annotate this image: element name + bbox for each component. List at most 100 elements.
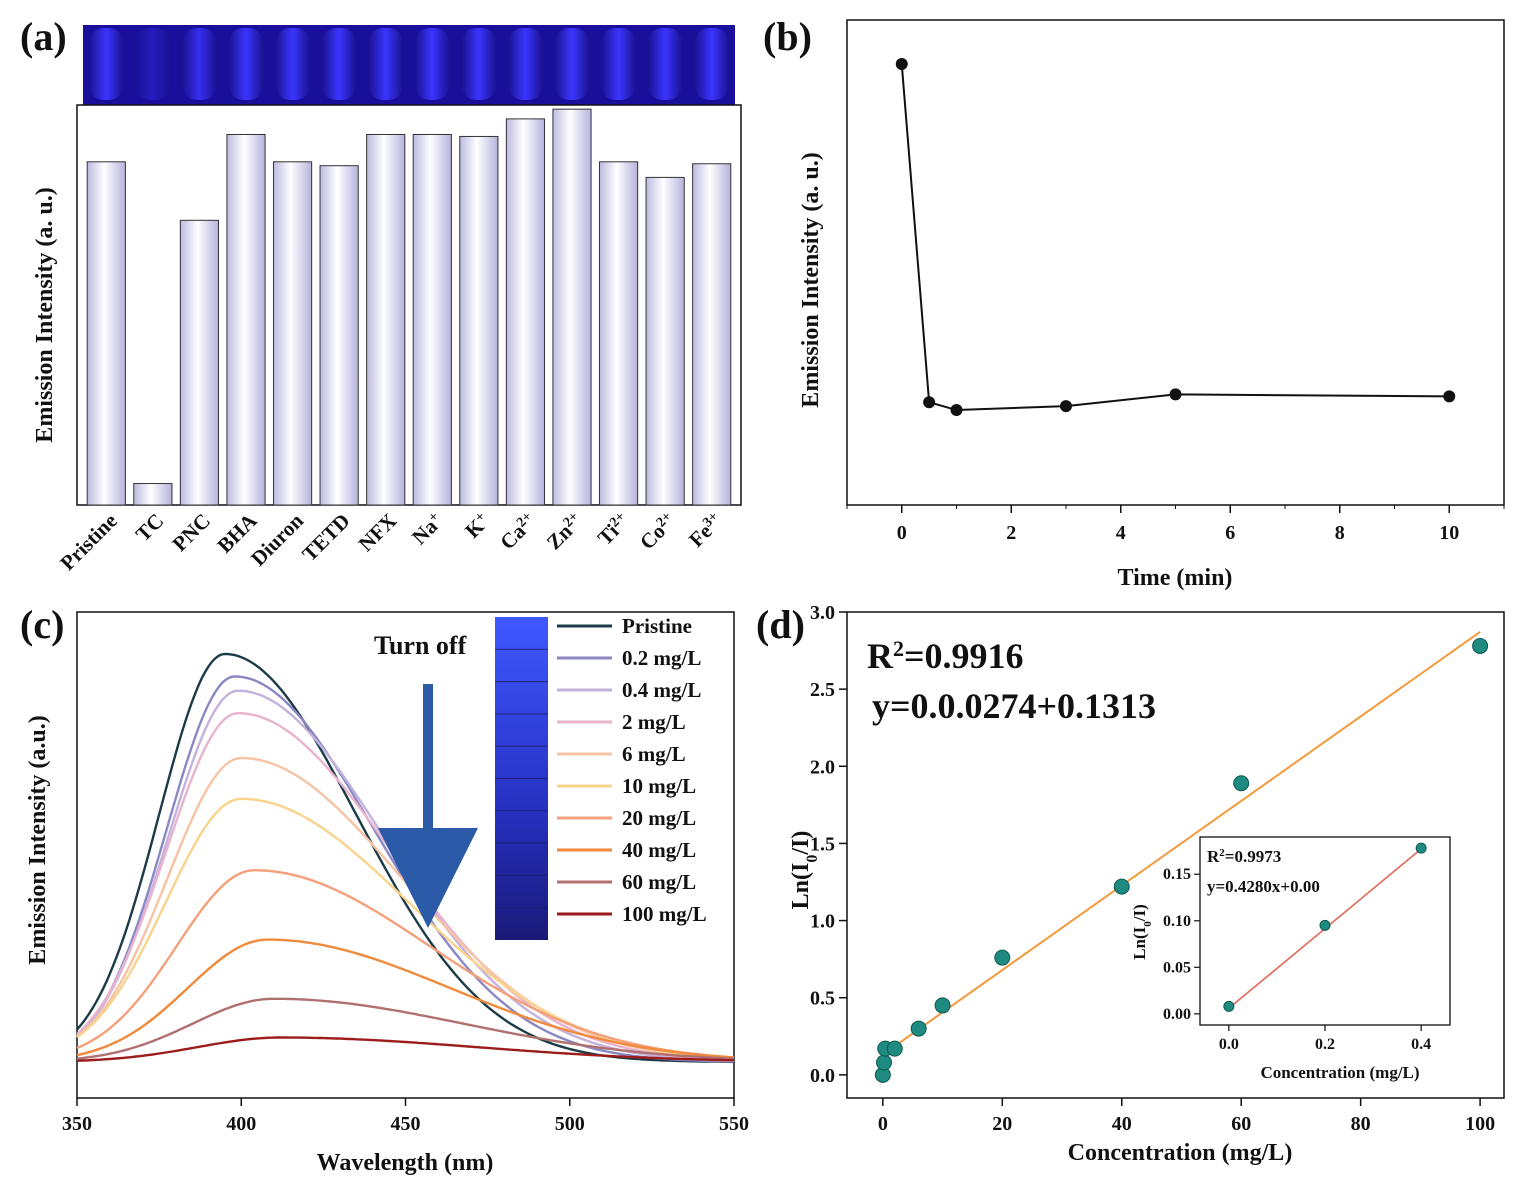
b-xtick-label-1: 2	[1006, 522, 1016, 544]
c-curve-6	[76, 868, 735, 1059]
d-point-5	[934, 997, 951, 1014]
d-ytick-label-2: 1.0	[810, 911, 835, 933]
a-category-label-9: Ca2+	[495, 509, 541, 555]
a-category-label-10: Zn2+	[542, 509, 588, 555]
a-bar-2	[179, 219, 220, 506]
a-bar-9	[505, 118, 546, 506]
d-point-7	[1113, 878, 1130, 895]
d-inset-ytick-label-3: 0.15	[1163, 866, 1191, 883]
a-bar-12	[645, 176, 685, 506]
a-vial-9	[508, 28, 543, 100]
a-bar-11	[598, 161, 639, 506]
a-bar-4	[272, 161, 313, 506]
a-category-label-13: Fe3+	[684, 509, 727, 552]
b-series-line	[900, 63, 1450, 412]
c-ylabel: Emission Intensity (a.u.)	[25, 715, 51, 964]
a-vial-7	[415, 28, 450, 100]
a-bar-group	[86, 108, 732, 506]
d-point-6	[994, 949, 1011, 966]
a-category-label-7: Na+	[407, 509, 448, 550]
b-point-0	[895, 58, 908, 70]
c-strip-dividers	[495, 648, 548, 909]
d-ytick-label-6: 3.0	[810, 602, 835, 624]
d-inset-point-2	[1415, 842, 1427, 854]
a-vial-10	[554, 28, 590, 100]
d-ytick-label-0: 0.0	[810, 1065, 835, 1087]
c-legend-label-7: 40 mg/L	[622, 838, 696, 862]
a-vial-4	[275, 28, 310, 100]
d-ytick-label-5: 2.5	[810, 679, 835, 701]
c-xtick-label-4: 550	[719, 1113, 749, 1135]
b-xtick-label-0: 0	[897, 522, 907, 544]
d-xtick-label-4: 80	[1351, 1113, 1371, 1135]
d-inset-point-0	[1223, 1000, 1235, 1012]
d-point-9	[1472, 637, 1489, 654]
d-ytick-label-1: 0.5	[810, 988, 835, 1010]
a-ylabel: Emission Intensity (a. u.)	[32, 187, 58, 442]
b-point-1	[923, 396, 936, 409]
d-point-8	[1233, 775, 1250, 792]
d-xtick-label-1: 20	[992, 1113, 1012, 1135]
a-vial-1	[135, 28, 170, 100]
b-plot-frame	[846, 19, 1505, 506]
c-legend-label-5: 10 mg/L	[622, 774, 696, 798]
panel-label-b: (b)	[763, 14, 812, 59]
c-axis-group: 350 400 450 500 550	[62, 1098, 749, 1135]
a-vial-group	[89, 28, 729, 100]
b-ylabel: Emission Intensity (a. u.)	[798, 152, 824, 407]
b-line-group	[895, 58, 1456, 417]
a-category-main-0: Pristine	[55, 509, 121, 575]
d-fit-line	[882, 631, 1481, 1056]
b-xlabel: Time (min)	[1118, 565, 1233, 591]
d-inset-xlabel: Concentration (mg/L)	[1260, 1063, 1419, 1082]
c-xtick-label-0: 350	[62, 1113, 92, 1135]
a-vial-6	[368, 28, 403, 100]
d-point-3	[886, 1040, 903, 1057]
a-category-label-1: TC	[131, 509, 169, 547]
c-xtick-label-2: 450	[391, 1113, 421, 1135]
c-curve-7	[76, 938, 735, 1059]
a-plot-frame	[76, 104, 742, 506]
a-bar-1	[133, 483, 173, 506]
b-xtick-label-2: 4	[1116, 522, 1126, 544]
a-category-main-4: Diuron	[246, 508, 308, 570]
a-vial-12	[648, 28, 683, 100]
b-xtick-label-3: 6	[1225, 522, 1235, 544]
a-bar-6	[366, 134, 406, 506]
b-point-3	[1060, 400, 1072, 413]
d-ytick-label-4: 2.0	[810, 756, 835, 778]
a-category-label-4: Diuron	[246, 508, 308, 570]
a-bar-13	[692, 163, 732, 506]
a-category-label-0: Pristine	[55, 509, 121, 575]
a-vial-5	[322, 28, 357, 100]
c-legend-label-3: 2 mg/L	[622, 710, 686, 734]
c-legend-label-6: 20 mg/L	[622, 806, 696, 830]
a-category-main-2: PNC	[167, 509, 214, 556]
panel-label-a: (a)	[20, 14, 67, 59]
c-legend-label-2: 0.4 mg/L	[622, 678, 701, 702]
a-bar-10	[552, 108, 592, 506]
b-xtick-label-4: 8	[1335, 522, 1345, 544]
a-bar-5	[319, 165, 359, 506]
d-inset-xtick-label-0: 0.0	[1219, 1036, 1239, 1053]
panel-label-d: (d)	[756, 602, 805, 647]
d-plot-frame	[846, 611, 1505, 1099]
c-legend: Pristine 0.2 mg/L 0.4 mg/L 2 mg/L 6 mg/L 10 m…	[557, 614, 707, 926]
d-inset-ylabel: Ln(I0/I)	[1130, 904, 1154, 960]
d-inset-xtick-label-1: 0.2	[1315, 1036, 1335, 1053]
a-vial-3	[228, 28, 264, 100]
d-inset-group: 0.0 0.2 0.4 0.00 0.05 0.10 0.15	[1163, 842, 1431, 1053]
d-axis-group: 0 20 40 60 80 100 0.0 0.5 1.0 1.5 2.0 2.5 3.0	[810, 602, 1495, 1135]
c-legend-label-4: 6 mg/L	[622, 742, 686, 766]
c-xtick-label-3: 500	[555, 1113, 585, 1135]
d-xtick-label-5: 100	[1465, 1113, 1495, 1135]
d-r2-annotation: R2=0.9916	[867, 636, 1024, 677]
a-uv-photo	[83, 25, 735, 105]
c-legend-label-0: Pristine	[622, 614, 692, 638]
d-inset-point-1	[1319, 919, 1331, 931]
a-category-main-5: TETD	[297, 509, 354, 566]
b-xtick-label-5: 10	[1439, 522, 1459, 544]
c-xtick-label-1: 400	[226, 1113, 256, 1135]
